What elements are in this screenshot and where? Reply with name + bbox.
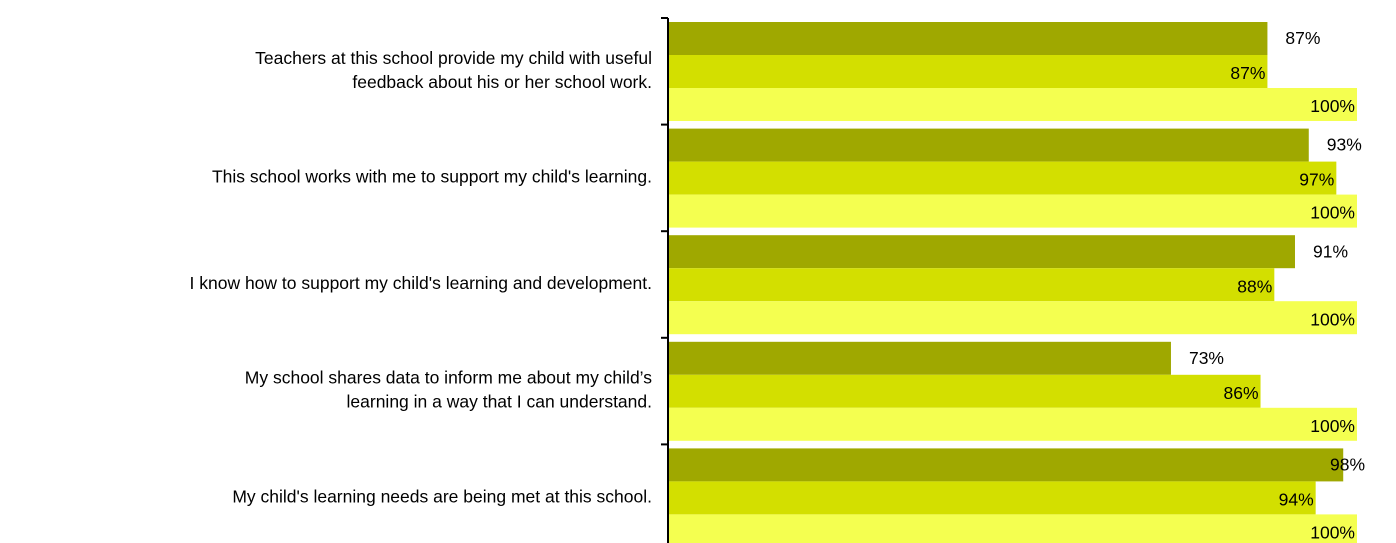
category-label: My school shares data to inform me about… bbox=[245, 368, 652, 388]
data-label: 73% bbox=[1189, 348, 1224, 368]
bar bbox=[668, 128, 1309, 162]
category-label: feedback about his or her school work. bbox=[352, 72, 652, 92]
data-label: 87% bbox=[1230, 63, 1265, 83]
bar bbox=[668, 301, 1357, 335]
category-label: Teachers at this school provide my child… bbox=[255, 48, 652, 68]
data-label: 100% bbox=[1310, 416, 1355, 436]
bar bbox=[668, 161, 1337, 195]
bar bbox=[668, 88, 1357, 121]
data-label: 100% bbox=[1310, 523, 1355, 543]
category-label: learning in a way that I can understand. bbox=[347, 392, 652, 412]
bar bbox=[668, 55, 1268, 88]
data-label: 91% bbox=[1313, 241, 1348, 261]
data-label: 98% bbox=[1330, 455, 1365, 475]
bar bbox=[668, 514, 1357, 543]
bar bbox=[668, 268, 1275, 302]
data-label: 86% bbox=[1224, 383, 1259, 403]
bar bbox=[668, 194, 1357, 228]
data-label: 88% bbox=[1237, 276, 1272, 296]
bar bbox=[668, 374, 1261, 408]
data-label: 100% bbox=[1310, 96, 1355, 116]
bar bbox=[668, 235, 1295, 269]
category-label: My child's learning needs are being met … bbox=[232, 486, 652, 506]
bar bbox=[668, 407, 1357, 441]
data-label: 87% bbox=[1285, 28, 1320, 48]
bar bbox=[668, 448, 1344, 482]
data-label: 100% bbox=[1310, 309, 1355, 329]
data-label: 100% bbox=[1310, 203, 1355, 223]
data-label: 94% bbox=[1279, 490, 1314, 510]
category-label: I know how to support my child's learnin… bbox=[190, 273, 653, 293]
bar bbox=[668, 341, 1171, 375]
bar bbox=[668, 22, 1268, 55]
bar bbox=[668, 481, 1316, 515]
category-label: This school works with me to support my … bbox=[212, 167, 652, 187]
data-label: 93% bbox=[1327, 135, 1362, 155]
data-label: 97% bbox=[1299, 170, 1334, 190]
